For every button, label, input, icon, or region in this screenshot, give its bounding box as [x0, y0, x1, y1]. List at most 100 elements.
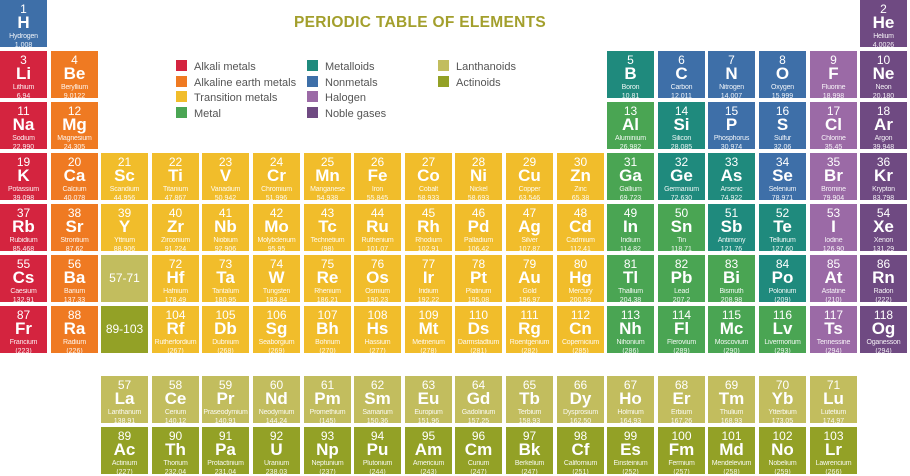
element-symbol: Gd	[466, 389, 491, 408]
atomic-mass: (237)	[319, 469, 336, 474]
element-fermium: 100 Fm Fermium (257)	[658, 427, 705, 474]
atomic-number: 73	[218, 257, 233, 271]
element-symbol: F	[828, 64, 839, 83]
atomic-mass: 150.36	[366, 418, 389, 423]
element-symbol: Ti	[168, 166, 183, 185]
atomic-mass: 4.0026	[872, 42, 895, 47]
element-tungsten: 74 W Tungsten 183.84	[253, 255, 300, 302]
element-symbol: Bi	[723, 268, 740, 287]
atomic-number: 10	[876, 53, 891, 67]
atomic-mass: (223)	[15, 348, 32, 353]
element-lawrencium: 103 Lr Lawrencium (266)	[810, 427, 857, 474]
atomic-number: 81	[623, 257, 638, 271]
element-promethium: 61 Pm Promethium (145)	[304, 376, 351, 423]
element-fluorine: 9 F Fluorine 18.998	[810, 51, 857, 98]
element-name: Aluminium	[615, 135, 646, 142]
atomic-mass: (244)	[369, 469, 386, 474]
element-name: Fermium	[668, 460, 695, 467]
atomic-number: 23	[218, 155, 233, 169]
atomic-number: 67	[623, 378, 638, 392]
element-symbol: As	[720, 166, 743, 185]
atomic-number: 90	[168, 429, 183, 443]
element-symbol: Cl	[825, 115, 842, 134]
atomic-mass: 14.007	[720, 93, 743, 98]
element-name: Lawrencium	[815, 460, 852, 467]
element-symbol: Ni	[470, 166, 487, 185]
element-symbol: Pr	[216, 389, 235, 408]
atomic-mass: 47.867	[164, 195, 187, 200]
atomic-number: 77	[421, 257, 436, 271]
element-rhenium: 75 Re Rhenium 186.21	[304, 255, 351, 302]
element-symbol: U	[270, 440, 283, 459]
atomic-mass: (278)	[420, 348, 437, 353]
atomic-number: 33	[724, 155, 739, 169]
element-name: Indium	[620, 237, 641, 244]
atomic-number: 55	[16, 257, 31, 271]
element-mercury: 80 Hg Mercury 200.59	[557, 255, 604, 302]
legend-label: Lanthanoids	[456, 61, 516, 73]
element-argon: 18 Ar Argon 39.948	[860, 102, 907, 149]
element-symbol: Fr	[15, 319, 32, 338]
atomic-number: 89	[117, 429, 132, 443]
element-molybdenum: 42 Mo Molybdenum 95.95	[253, 204, 300, 251]
atomic-mass: (294)	[825, 348, 842, 353]
atomic-mass: 196.97	[518, 297, 541, 302]
atomic-number: 116	[772, 308, 793, 322]
element-titanium: 22 Ti Titanium 47.867	[152, 153, 199, 200]
legend-swatch	[438, 60, 449, 71]
legend-swatch	[176, 75, 187, 87]
atomic-mass: 138.91	[113, 418, 136, 423]
element-name: Tellurium	[769, 237, 796, 244]
legend-label: Actinoids	[456, 76, 501, 89]
element-name: Phosphorus	[713, 135, 750, 142]
element-dubnium: 105 Db Dubnium (268)	[202, 306, 249, 353]
atomic-mass: (243)	[420, 469, 437, 474]
element-name: Scandium	[109, 186, 140, 193]
element-nitrogen: 7 N Nitrogen 14.007	[708, 51, 755, 98]
atomic-mass: (293)	[774, 348, 791, 353]
element-europium: 63 Eu Europium 151.96	[405, 376, 452, 423]
element-symbol: Tm	[718, 389, 745, 408]
atomic-number: 2	[880, 2, 887, 16]
element-symbol: Be	[63, 64, 86, 83]
legend-label: Alkali metals	[194, 61, 256, 73]
element-name: Arsenic	[720, 186, 743, 193]
element-symbol: S	[776, 115, 789, 134]
element-copernicium: 112 Cn Copernicium (285)	[557, 306, 604, 353]
element-symbol: Re	[316, 268, 339, 287]
atomic-mass: 173.05	[771, 418, 794, 423]
atomic-mass: 114.82	[620, 246, 641, 251]
legend-item-noble: Noble gases	[307, 106, 386, 120]
atomic-number: 58	[168, 378, 183, 392]
element-platinum: 78 Pt Platinum 195.08	[455, 255, 502, 302]
element-protactinium: 91 Pa Protactinium 231.04	[202, 427, 249, 474]
element-dysprosium: 66 Dy Dysprosium 162.50	[557, 376, 604, 423]
atomic-number: 27	[421, 155, 436, 169]
legend-item-lanthanoid: Lanthanoids	[438, 60, 516, 73]
element-symbol: Rf	[166, 319, 185, 338]
element-caesium: 55 Cs Caesium 132.91	[0, 255, 47, 302]
atomic-number: 117	[823, 308, 844, 322]
atomic-mass: 20.180	[872, 93, 895, 98]
atomic-mass: 69.723	[619, 195, 642, 200]
element-name: Darmstadtium	[457, 339, 500, 346]
element-symbol: Bh	[316, 319, 339, 338]
atomic-mass: 50.942	[214, 195, 237, 200]
atomic-number: 102	[772, 429, 793, 443]
actinoid-range-placeholder: 89-103	[101, 306, 148, 353]
element-name: Selenium	[768, 186, 797, 193]
element-carbon: 6 C Carbon 12.011	[658, 51, 705, 98]
element-name: Neptunium	[311, 460, 344, 467]
atomic-number: 12	[67, 104, 82, 118]
atomic-number: 63	[421, 378, 436, 392]
element-uranium: 92 U Uranium 238.03	[253, 427, 300, 474]
element-chlorine: 17 Cl Chlorine 35.45	[810, 102, 857, 149]
element-name: Cerium	[164, 409, 187, 416]
element-symbol: I	[831, 217, 836, 236]
element-symbol: Mt	[418, 319, 439, 338]
element-name: Krypton	[872, 186, 895, 193]
element-symbol: Ru	[366, 217, 389, 236]
atomic-number: 3	[20, 53, 27, 67]
element-krypton: 36 Kr Krypton 83.798	[860, 153, 907, 200]
atomic-mass: 207.2	[672, 297, 691, 302]
